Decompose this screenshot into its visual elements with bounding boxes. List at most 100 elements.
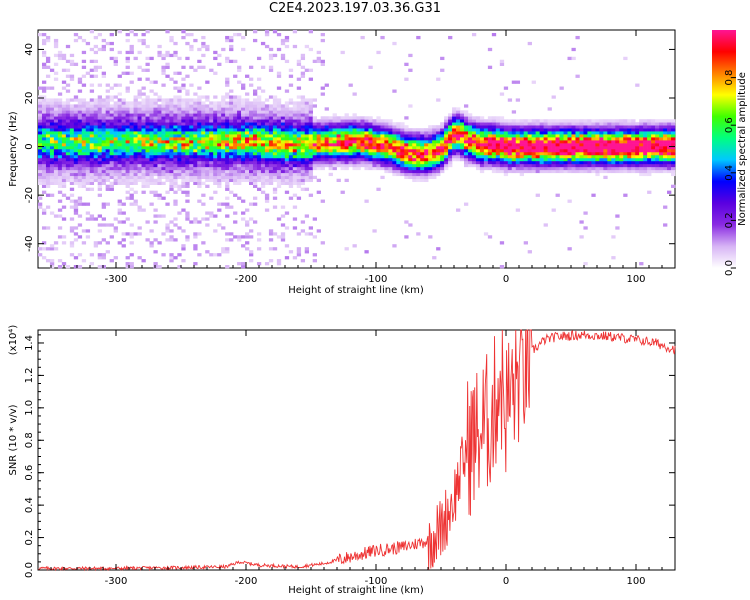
spectrogram-cell [487, 119, 493, 123]
spectrogram-cell [173, 199, 178, 203]
spectrogram-cell [611, 157, 616, 162]
spectrogram-cell [364, 160, 369, 165]
spectrogram-cell [117, 181, 122, 185]
spectrogram-cell [567, 134, 572, 138]
spectrogram-cell [495, 154, 501, 159]
spectrogram-cell [300, 181, 306, 185]
spectrogram-cell [599, 154, 604, 159]
spectrogram-cell [233, 131, 238, 135]
spectrogram-cell [237, 134, 242, 138]
spectrogram-cell [436, 140, 441, 144]
spectrogram-cell [157, 163, 162, 168]
spectrogram-cell [252, 157, 258, 162]
spectrogram-cell [348, 154, 353, 159]
spectrogram-cell [65, 196, 71, 200]
spectrogram-cell [467, 131, 473, 135]
spectrogram-cell [428, 125, 433, 129]
spectrogram-cell [256, 119, 262, 123]
spectrogram-cell [328, 172, 333, 177]
spectrogram-cell [603, 175, 608, 180]
spectrogram-cell [404, 235, 409, 239]
spectrogram-cell [316, 154, 321, 159]
spectrogram-cell [272, 157, 278, 162]
spectrogram-cell [141, 101, 146, 105]
spectrogram-cell [575, 163, 580, 168]
spectrogram-cell [137, 226, 142, 230]
spectrogram-cell [511, 134, 517, 138]
spectrogram-cell [137, 107, 142, 111]
spectrogram-cell [615, 149, 620, 153]
spectrogram-cell [209, 154, 214, 159]
spectrogram-cell [89, 30, 95, 34]
spectrogram-cell [209, 151, 214, 156]
spectrogram-cell [213, 125, 218, 129]
spectrogram-cell [109, 98, 114, 102]
spectrogram-cell [292, 181, 298, 185]
spectrogram-cell [101, 205, 106, 209]
spectrogram-cell [448, 35, 453, 40]
spectrogram-cell [420, 163, 425, 168]
spectrogram-cell [73, 95, 79, 99]
spectrogram-cell [651, 119, 656, 123]
spectrogram-cell [129, 178, 134, 183]
spectrogram-cell [205, 98, 210, 102]
spectrogram-cell [117, 119, 122, 123]
spectrogram-cell [205, 110, 210, 114]
spectrogram-cell [173, 151, 178, 156]
spectrogram-cell [145, 157, 150, 162]
spectrogram-cell [579, 149, 584, 153]
spectrogram-cell [169, 151, 174, 156]
spectrogram-cell [38, 95, 43, 99]
spectrogram-cell [531, 146, 536, 150]
spectrogram-cell [444, 140, 449, 144]
spectrogram-cell [137, 77, 142, 81]
spectrogram-cell [201, 193, 206, 197]
spectrogram-cell [69, 205, 75, 209]
spectrogram-cell [193, 140, 198, 144]
spectrogram-cell [225, 205, 230, 209]
spectrogram-cell [149, 131, 154, 135]
spectrogram-cell [591, 146, 596, 150]
spectrogram-cell [53, 122, 59, 126]
spectrogram-cell [324, 107, 329, 111]
spectrogram-cell [38, 178, 43, 183]
spectrogram-cell [260, 107, 266, 111]
spectrogram-cell [487, 65, 493, 69]
spectrogram-cell [169, 122, 174, 126]
spectrogram-cell [475, 166, 481, 171]
spectrogram-cell [268, 181, 274, 185]
spectrogram-cell [563, 125, 568, 129]
spectrogram-cell [304, 113, 310, 117]
spectrogram-cell [595, 119, 600, 123]
spectrogram-cell [41, 184, 47, 188]
spectrogram-cell [177, 113, 182, 117]
spectrogram-cell [256, 178, 262, 183]
spectrogram-cell [551, 160, 556, 165]
spectrogram-cell [193, 125, 198, 129]
spectrogram-cell [623, 151, 628, 156]
spectrogram-cell [77, 163, 83, 168]
spectrogram-cell [440, 160, 445, 165]
spectrogram-cell [113, 181, 118, 185]
spectrogram-cell [663, 134, 668, 138]
spectrogram-cell [245, 154, 250, 159]
spectrogram-cell [599, 137, 604, 141]
spectrogram-x-tick-label: -200 [235, 274, 258, 285]
spectrogram-cell [189, 122, 194, 126]
spectrogram-cell [296, 119, 302, 123]
spectrogram-cell [264, 196, 270, 200]
spectrogram-cell [161, 107, 166, 111]
spectrogram-cell [209, 196, 214, 200]
spectrogram-cell [436, 98, 441, 102]
spectrogram-cell [463, 104, 469, 108]
spectrogram-cell [519, 137, 525, 141]
spectrogram-cell [213, 140, 218, 144]
spectrogram-cell [360, 116, 365, 120]
spectrogram-cell [49, 107, 55, 111]
spectrogram-cell [225, 196, 230, 200]
spectrogram-cell [336, 131, 341, 135]
spectrogram-cell [249, 253, 254, 257]
spectrogram-cell [153, 250, 158, 254]
spectrogram-cell [121, 107, 126, 111]
spectrogram-cell [221, 104, 226, 108]
